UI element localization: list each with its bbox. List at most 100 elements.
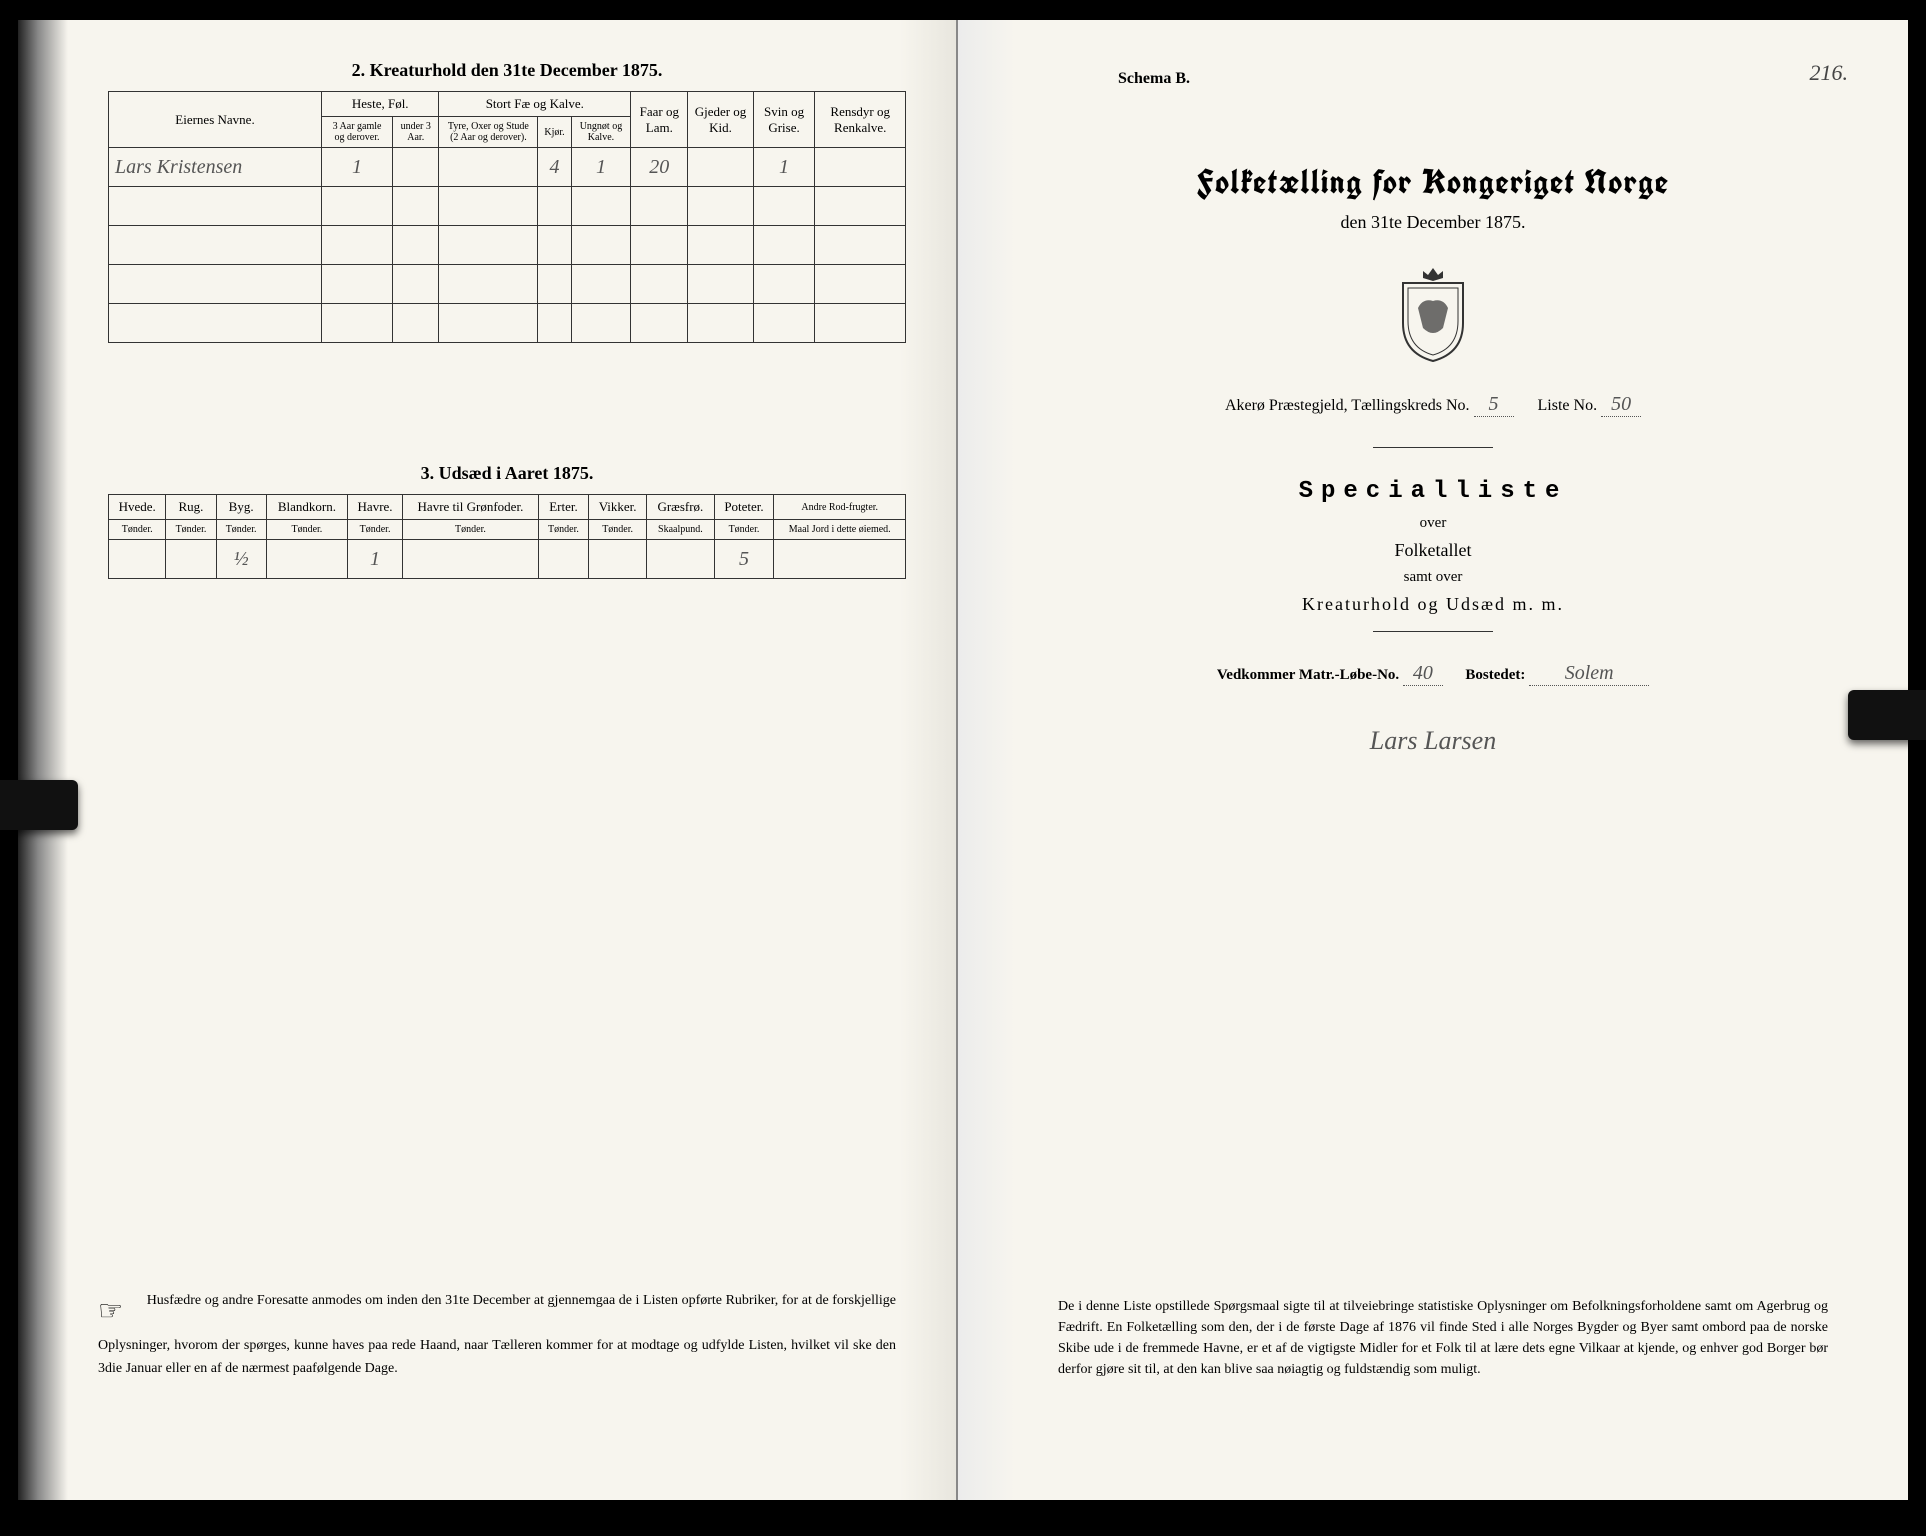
page-clip-right xyxy=(1848,690,1926,740)
col-andre: Andre Rod-frugter. xyxy=(774,495,906,520)
unit-4: Tønder. xyxy=(266,520,347,540)
col-heste-b: under 3 Aar. xyxy=(393,117,439,148)
col-heste-group: Heste, Føl. xyxy=(322,92,439,117)
col-erter: Erter. xyxy=(538,495,588,520)
col-fae-b: Kjør. xyxy=(538,117,571,148)
unit-2: Tønder. xyxy=(166,520,216,540)
divider-2 xyxy=(1373,631,1493,632)
unit-11: Maal Jord i dette øiemed. xyxy=(774,520,906,540)
unit-10: Tønder. xyxy=(714,520,774,540)
coat-of-arms-icon xyxy=(1388,263,1478,363)
liste-label: Liste No. xyxy=(1538,397,1598,414)
cell-hvede xyxy=(109,540,166,579)
cell-faar: 20 xyxy=(631,148,688,187)
left-footnote: ☞ Husfædre og andre Foresatte anmodes om… xyxy=(98,1290,896,1380)
pointing-hand-icon: ☞ xyxy=(98,1290,123,1335)
col-owner: Eiernes Navne. xyxy=(109,92,322,148)
open-book: 2. Kreaturhold den 31te December 1875. E… xyxy=(18,20,1908,1500)
cell-andre xyxy=(774,540,906,579)
main-title-block: Folketælling for Kongeriget Norge den 31… xyxy=(1008,160,1858,233)
binding-edge xyxy=(18,20,68,1500)
right-page: Schema B. 216. Folketælling for Kongerig… xyxy=(958,20,1908,1500)
kreatur-row-4 xyxy=(109,265,906,304)
bostedet-value: Solem xyxy=(1529,662,1649,686)
cell-rens xyxy=(815,148,906,187)
parish-label: Akerø Præstegjeld, Tællingskreds No. xyxy=(1225,397,1470,414)
cell-rug xyxy=(166,540,216,579)
liste-no: 50 xyxy=(1601,393,1641,417)
col-havre-gron: Havre til Grønfoder. xyxy=(403,495,539,520)
col-vikker: Vikker. xyxy=(589,495,647,520)
parish-no: 5 xyxy=(1474,393,1514,417)
unit-3: Tønder. xyxy=(216,520,266,540)
cell-fae-c: 1 xyxy=(571,148,631,187)
cell-owner: Lars Kristensen xyxy=(109,148,322,187)
col-fae-a: Tyre, Oxer og Stude (2 Aar og derover). xyxy=(439,117,538,148)
cell-gjeder xyxy=(688,148,753,187)
section2-title: 2. Kreaturhold den 31te December 1875. xyxy=(108,60,906,81)
unit-7: Tønder. xyxy=(538,520,588,540)
section3-title: 3. Udsæd i Aaret 1875. xyxy=(108,463,906,484)
schema-label: Schema B. xyxy=(1118,70,1190,88)
signature: Lars Larsen xyxy=(1008,726,1858,756)
col-heste-a: 3 Aar gamle og derover. xyxy=(322,117,393,148)
divider-1 xyxy=(1373,447,1493,448)
samt-over-label: samt over xyxy=(1008,569,1858,586)
col-rens: Rensdyr og Renkalve. xyxy=(815,92,906,148)
cell-havre: 1 xyxy=(348,540,403,579)
left-page: 2. Kreaturhold den 31te December 1875. E… xyxy=(18,20,958,1500)
census-title: Folketælling for Kongeriget Norge xyxy=(1008,160,1858,204)
col-svin: Svin og Grise. xyxy=(753,92,815,148)
unit-6: Tønder. xyxy=(403,520,539,540)
col-havre: Havre. xyxy=(348,495,403,520)
unit-8: Tønder. xyxy=(589,520,647,540)
udsaed-row-1: ½ 1 5 xyxy=(109,540,906,579)
col-rug: Rug. xyxy=(166,495,216,520)
cell-vikker xyxy=(589,540,647,579)
census-date: den 31te December 1875. xyxy=(1008,212,1858,233)
cell-blandkorn xyxy=(266,540,347,579)
cell-byg: ½ xyxy=(216,540,266,579)
parish-line: Akerø Præstegjeld, Tællingskreds No. 5 L… xyxy=(1008,393,1858,417)
unit-5: Tønder. xyxy=(348,520,403,540)
cell-svin: 1 xyxy=(753,148,815,187)
col-gjeder: Gjeder og Kid. xyxy=(688,92,753,148)
col-graesfro: Græsfrø. xyxy=(647,495,714,520)
kreatur-row-5 xyxy=(109,304,906,343)
udsaed-table: Hvede. Rug. Byg. Blandkorn. Havre. Havre… xyxy=(108,494,906,579)
col-hvede: Hvede. xyxy=(109,495,166,520)
page-number: 216. xyxy=(1810,60,1849,86)
vedkommer-label: Vedkommer Matr.-Løbe-No. xyxy=(1217,667,1399,683)
cell-havre-gron xyxy=(403,540,539,579)
scanner-bed: 2. Kreaturhold den 31te December 1875. E… xyxy=(0,0,1926,1536)
cell-erter xyxy=(538,540,588,579)
unit-1: Tønder. xyxy=(109,520,166,540)
kreatur-row-1: Lars Kristensen 1 4 1 20 1 xyxy=(109,148,906,187)
col-blandkorn: Blandkorn. xyxy=(266,495,347,520)
cell-fae-b: 4 xyxy=(538,148,571,187)
over-label: over xyxy=(1008,515,1858,532)
cell-fae-a xyxy=(439,148,538,187)
kreatur-table: Eiernes Navne. Heste, Føl. Stort Fæ og K… xyxy=(108,91,906,343)
cell-heste-a: 1 xyxy=(322,148,393,187)
folketallet-label: Folketallet xyxy=(1008,540,1858,561)
left-footnote-text: Husfædre og andre Foresatte anmodes om i… xyxy=(98,1293,896,1375)
col-fae-group: Stort Fæ og Kalve. xyxy=(439,92,631,117)
col-faar: Faar og Lam. xyxy=(631,92,688,148)
bostedet-label: Bostedet: xyxy=(1465,667,1525,683)
right-footnote: De i denne Liste opstillede Spørgsmaal s… xyxy=(1058,1296,1828,1380)
page-clip-left xyxy=(0,780,78,830)
col-byg: Byg. xyxy=(216,495,266,520)
kreatur-line: Kreaturhold og Udsæd m. m. xyxy=(1008,594,1858,615)
unit-9: Skaalpund. xyxy=(647,520,714,540)
cell-graesfro xyxy=(647,540,714,579)
vedkommer-line: Vedkommer Matr.-Løbe-No. 40 Bostedet: So… xyxy=(1008,662,1858,686)
matr-no: 40 xyxy=(1403,662,1443,686)
col-poteter: Poteter. xyxy=(714,495,774,520)
cell-poteter: 5 xyxy=(714,540,774,579)
cell-heste-b xyxy=(393,148,439,187)
kreatur-row-2 xyxy=(109,187,906,226)
col-fae-c: Ungnøt og Kalve. xyxy=(571,117,631,148)
specialliste-title: Specialliste xyxy=(1008,478,1858,505)
kreatur-row-3 xyxy=(109,226,906,265)
